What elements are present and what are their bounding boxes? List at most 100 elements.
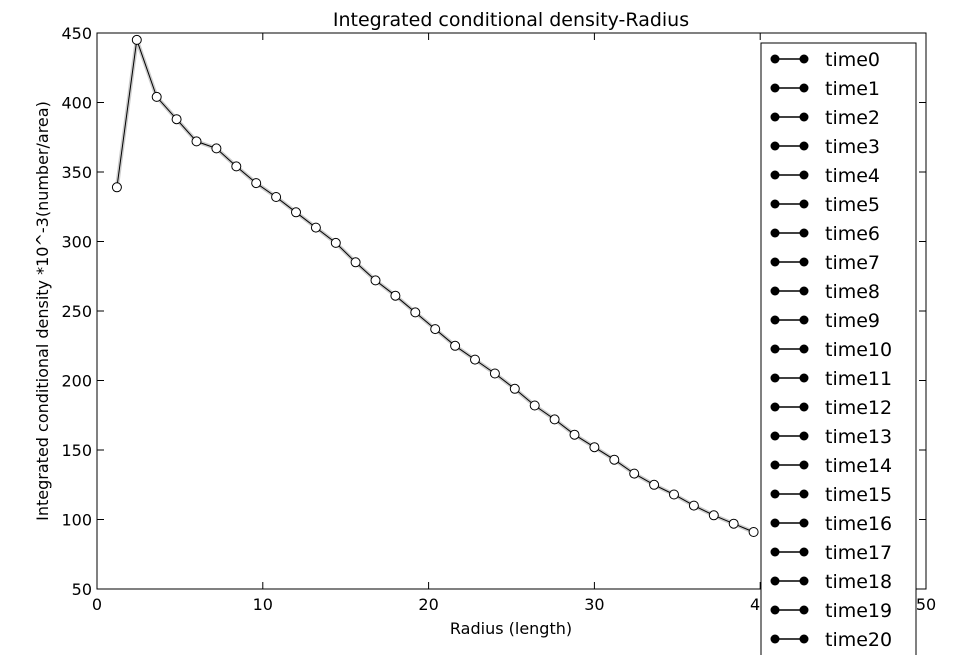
data-point (529, 400, 540, 411)
legend-marker (799, 199, 809, 209)
y-tick-label: 150 (61, 441, 92, 460)
data-point (111, 182, 122, 193)
data-point (350, 257, 361, 268)
data-point (748, 527, 759, 537)
legend-marker (799, 576, 809, 586)
legend-label: time20 (825, 629, 892, 651)
legend-marker (799, 54, 809, 64)
legend-label: time14 (825, 455, 892, 477)
legend-label: time6 (825, 223, 880, 245)
series-spread (114, 39, 755, 534)
plot-frame (96, 32, 927, 590)
legend-marker (770, 431, 780, 441)
legend-marker (799, 402, 809, 412)
legend-label: time17 (825, 542, 892, 564)
x-axis-label: Radius (length) (450, 619, 572, 638)
y-tick-label: 450 (61, 24, 92, 43)
legend-label: time16 (825, 513, 892, 535)
legend-marker (770, 634, 780, 644)
data-point (310, 222, 321, 233)
data-point (410, 307, 421, 318)
data-point (629, 468, 640, 479)
data-point (171, 114, 182, 125)
legend-marker (799, 431, 809, 441)
legend-label: time10 (825, 339, 892, 361)
data-point (609, 454, 620, 465)
data-point (131, 34, 142, 45)
legend-marker (770, 83, 780, 93)
data-point (509, 383, 520, 394)
legend-label: time2 (825, 107, 880, 129)
legend-marker (799, 605, 809, 615)
legend-marker (799, 315, 809, 325)
legend-marker (770, 344, 780, 354)
legend-marker (799, 228, 809, 238)
x-tick-label: 30 (584, 595, 604, 614)
legend-marker (770, 489, 780, 499)
data-point (370, 275, 381, 286)
legend-marker (770, 460, 780, 470)
data-point (271, 192, 282, 202)
legend-label: time13 (825, 426, 892, 448)
x-tick-label: 0 (92, 595, 102, 614)
y-tick-label: 200 (61, 372, 92, 391)
legend-label: time15 (825, 484, 892, 506)
data-point (589, 442, 600, 453)
chart-title: Integrated conditional density-Radius (333, 9, 689, 31)
data-point (450, 340, 461, 351)
legend-marker (770, 199, 780, 209)
legend-marker (770, 547, 780, 557)
data-point (291, 207, 301, 218)
legend-marker (770, 373, 780, 383)
legend-label: time9 (825, 310, 880, 332)
y-tick-label: 50 (72, 580, 92, 599)
data-point (470, 354, 480, 365)
x-tick-label: 50 (916, 595, 936, 614)
legend-label: time18 (825, 571, 892, 593)
x-tick-label: 20 (418, 595, 438, 614)
legend-marker (799, 634, 809, 644)
y-tick-label: 300 (61, 233, 92, 252)
legend-marker (799, 170, 809, 180)
legend-marker (799, 518, 809, 528)
data-point (211, 143, 222, 154)
data-point (330, 237, 341, 248)
legend-label: time4 (825, 165, 880, 187)
legend-marker (770, 257, 780, 267)
legend-label: time8 (825, 281, 880, 303)
legend-marker (799, 141, 809, 151)
legend-marker (799, 547, 809, 557)
x-tick-label: 10 (253, 595, 273, 614)
data-point (251, 178, 262, 189)
legend-label: time12 (825, 397, 892, 419)
data-point (489, 368, 500, 379)
data-point (390, 290, 401, 301)
legend-marker (770, 576, 780, 586)
data-point (569, 429, 580, 440)
legend-marker (770, 228, 780, 238)
y-axis-label: Integrated conditional density *10^-3(nu… (33, 101, 52, 521)
data-point (688, 500, 699, 511)
data-point (430, 324, 441, 335)
data-point (728, 518, 739, 529)
legend-marker (770, 170, 780, 180)
legend-marker (799, 489, 809, 499)
legend-marker (770, 402, 780, 412)
legend-marker (799, 83, 809, 93)
legend-label: time0 (825, 49, 880, 71)
series-line (116, 39, 754, 533)
legend-marker (770, 518, 780, 528)
legend-label: time1 (825, 78, 880, 100)
legend-label: time3 (825, 136, 880, 158)
legend-marker (799, 112, 809, 122)
legend-label: time19 (825, 600, 892, 622)
legend-marker (799, 286, 809, 296)
data-point (231, 161, 242, 172)
legend-marker (770, 315, 780, 325)
legend-marker (799, 344, 809, 354)
legend-marker (799, 257, 809, 267)
data-point (151, 91, 162, 102)
legend-marker (799, 373, 809, 383)
y-tick-label: 250 (61, 302, 92, 321)
